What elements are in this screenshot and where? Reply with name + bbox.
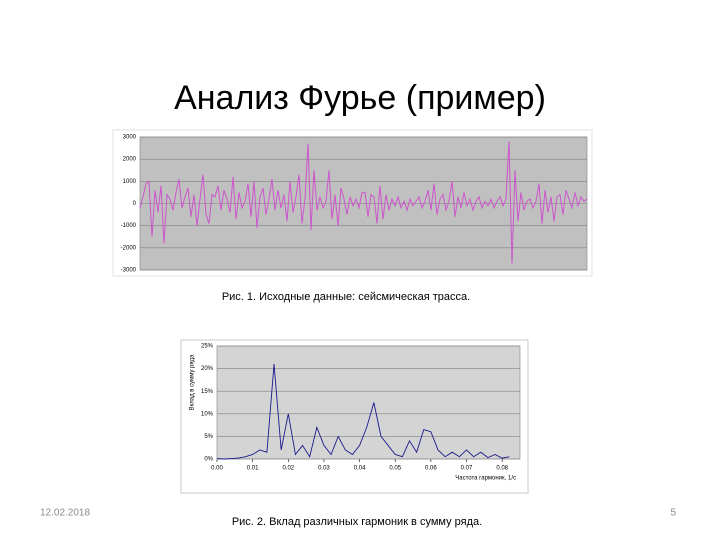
y-tick-label: 15% bbox=[201, 389, 214, 395]
plot-border bbox=[139, 136, 588, 271]
y-tick-label: 1000 bbox=[123, 179, 137, 185]
data-line bbox=[216, 364, 510, 460]
caption: Рис. 2. Вклад различных гармоник в сумму… bbox=[232, 516, 482, 528]
y-tick-label: -1000 bbox=[121, 223, 137, 229]
x-tick-label: 0.08 bbox=[496, 466, 508, 472]
x-tick-label: 0.06 bbox=[425, 466, 437, 472]
slide-date: 12.02.2018 bbox=[40, 508, 90, 519]
x-tick-label: 0.02 bbox=[282, 466, 294, 472]
y-tick-label: 3000 bbox=[123, 135, 137, 141]
y-tick-label: 0 bbox=[133, 201, 137, 207]
y-tick-label: -2000 bbox=[121, 245, 137, 251]
y-tick-label: 0% bbox=[204, 457, 213, 463]
y-tick-label: -3000 bbox=[121, 268, 137, 274]
x-tick-label: 0.04 bbox=[354, 466, 366, 472]
y-tick-label: 25% bbox=[201, 344, 214, 350]
plot-border bbox=[216, 345, 521, 460]
x-tick-label: 0.03 bbox=[318, 466, 330, 472]
x-tick-label: 0.00 bbox=[211, 466, 223, 472]
y-tick-label: 2000 bbox=[123, 157, 137, 163]
slide-number: 5 bbox=[670, 508, 676, 519]
y-tick-label: 10% bbox=[201, 411, 214, 417]
y-axis-label: Вклад в сумму ряда bbox=[190, 354, 196, 410]
x-axis-label: Частота гармоник, 1/с bbox=[455, 476, 516, 482]
caption: Рис. 1. Исходные данные: сейсмическая тр… bbox=[222, 291, 470, 303]
x-tick-label: 0.07 bbox=[461, 466, 473, 472]
plot-area bbox=[217, 346, 520, 459]
x-tick-label: 0.05 bbox=[389, 466, 401, 472]
slide-title: Анализ Фурье (пример) bbox=[174, 79, 546, 117]
data-line bbox=[139, 141, 588, 264]
y-tick-label: 5% bbox=[204, 434, 213, 440]
x-tick-label: 0.01 bbox=[247, 466, 259, 472]
y-tick-label: 20% bbox=[201, 366, 214, 372]
